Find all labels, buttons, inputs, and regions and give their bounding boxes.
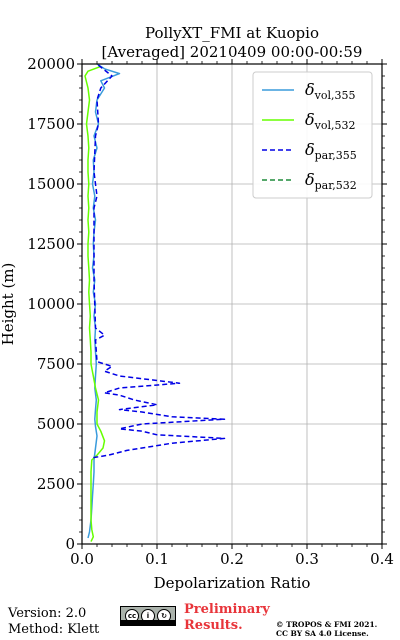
y-tick-label: 0 xyxy=(65,535,75,553)
legend-label-subscript: vol,532 xyxy=(314,119,356,132)
copyright-notice: © TROPOS & FMI 2021. CC BY SA 4.0 Licens… xyxy=(276,620,377,638)
legend-label-subscript: vol,355 xyxy=(314,89,356,102)
axis-ticks: 0.0 0.1 0.2 0.3 0.4 0 2500 5000 7500 10000 12500 15… xyxy=(27,55,394,568)
y-tick-label: 2500 xyxy=(37,475,75,493)
y-tick-label: 15000 xyxy=(27,175,75,193)
footer-info: Version: 2.0 Method: Klett xyxy=(8,606,99,638)
x-tick-label: 0.2 xyxy=(220,550,244,568)
series-line-3 xyxy=(93,63,226,459)
legend-box xyxy=(252,71,373,199)
legend-label-subscript: par,532 xyxy=(315,179,357,192)
version-text: Version: 2.0 xyxy=(8,606,87,621)
x-tick-label: 0.0 xyxy=(70,550,94,568)
cc-license-badge: cc i ↻ xyxy=(120,606,176,626)
series-line-1 xyxy=(87,63,121,539)
y-tick-label: 5000 xyxy=(37,415,75,433)
y-tick-label: 20000 xyxy=(27,55,75,73)
x-axis-label: Depolarization Ratio xyxy=(154,574,311,592)
plot-frame xyxy=(81,63,383,545)
legend-label-subscript: par,355 xyxy=(315,149,357,162)
y-tick-label: 7500 xyxy=(37,355,75,373)
y-tick-label: 17500 xyxy=(27,115,75,133)
copyright-line1: © TROPOS & FMI 2021. xyxy=(276,620,378,629)
depolarization-chart: PollyXT_FMI at Kuopio [Averaged] 2021040… xyxy=(0,24,394,592)
preliminary-notice: Preliminary Results. xyxy=(184,602,270,634)
preliminary-line2: Results. xyxy=(184,618,243,633)
series-line-2 xyxy=(84,65,106,542)
x-tick-label: 0.4 xyxy=(370,550,394,568)
data-lines xyxy=(84,63,226,542)
x-tick-label: 0.3 xyxy=(295,550,319,568)
copyright-line2: CC BY SA 4.0 License. xyxy=(276,629,369,638)
cc-strip xyxy=(121,620,175,625)
y-tick-label: 10000 xyxy=(27,295,75,313)
chart-title-line1: PollyXT_FMI at Kuopio xyxy=(145,24,319,42)
method-text: Method: Klett xyxy=(8,622,100,637)
x-tick-label: 0.1 xyxy=(145,550,169,568)
preliminary-line1: Preliminary xyxy=(184,602,270,617)
chart-title-line2: [Averaged] 20210409 00:00-00:59 xyxy=(102,43,363,61)
y-tick-label: 12500 xyxy=(27,235,75,253)
y-axis-label: Height (m) xyxy=(0,263,17,346)
